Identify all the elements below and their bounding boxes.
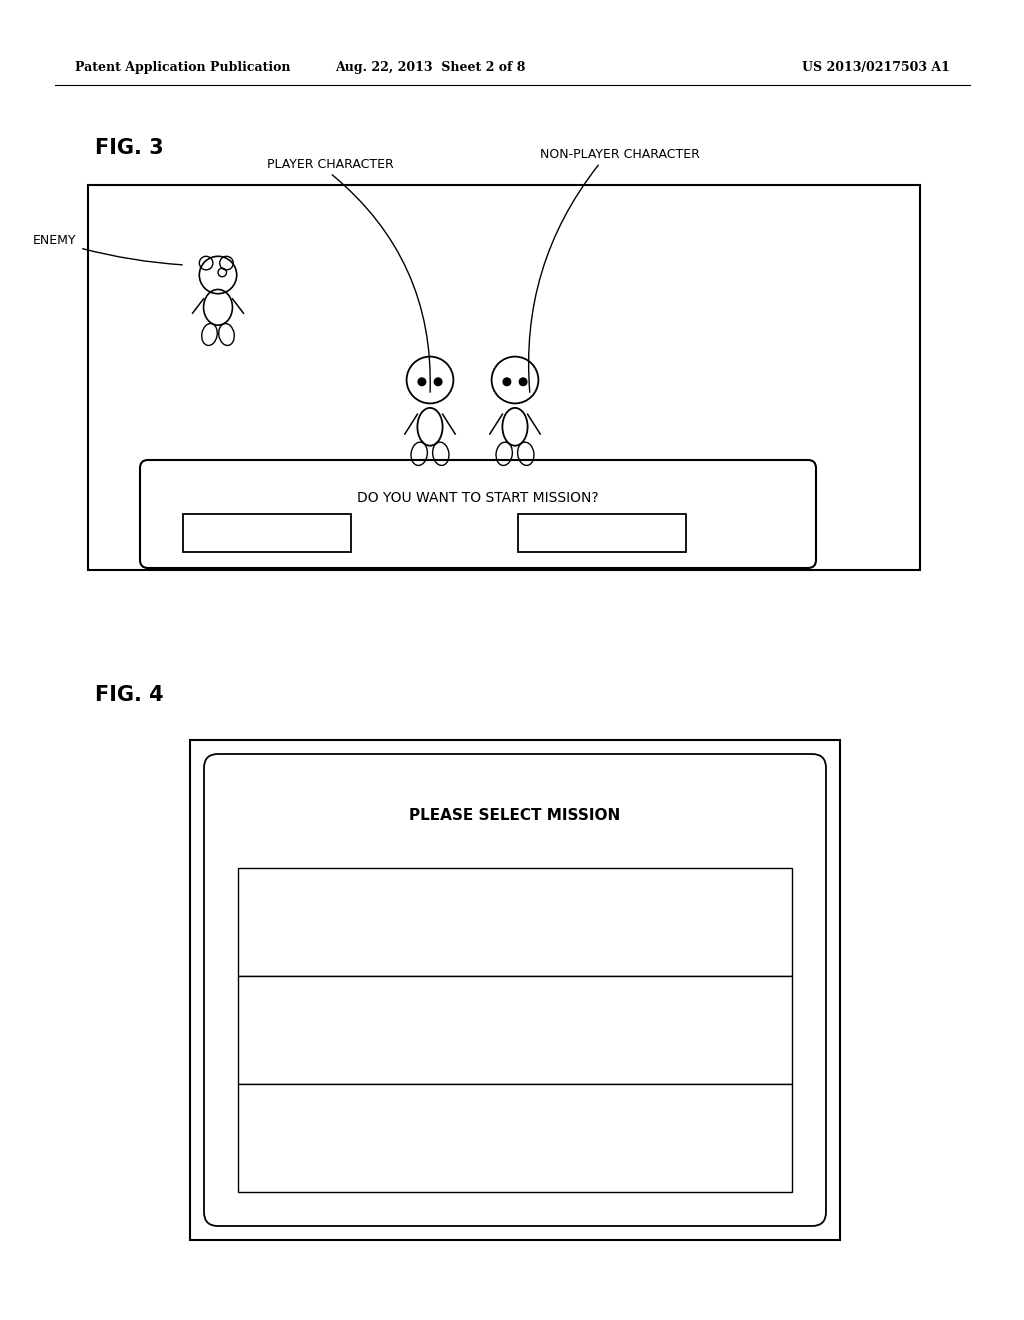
Circle shape <box>418 378 426 387</box>
Circle shape <box>518 378 527 387</box>
Bar <box>238 975 792 1084</box>
Bar <box>183 513 351 552</box>
Text: MISSION A: MISSION A <box>475 896 554 909</box>
Text: (DEFEAT 50 OR MORE ENEMIES IN 30 MINUTES): (DEFEAT 50 OR MORE ENEMIES IN 30 MINUTES… <box>366 1038 664 1051</box>
Text: US 2013/0217503 A1: US 2013/0217503 A1 <box>802 62 950 74</box>
Bar <box>190 741 840 1239</box>
Text: Patent Application Publication: Patent Application Publication <box>75 62 291 74</box>
Text: ENEMY: ENEMY <box>33 234 77 247</box>
Text: MISSION C: MISSION C <box>476 1113 554 1126</box>
Text: PLAYER CHARACTER: PLAYER CHARACTER <box>266 158 393 172</box>
Text: MISSION B: MISSION B <box>475 1005 554 1018</box>
Circle shape <box>503 378 511 387</box>
FancyBboxPatch shape <box>140 459 816 568</box>
Text: YES: YES <box>254 525 280 540</box>
Bar <box>238 1084 792 1192</box>
Bar <box>238 869 792 975</box>
Text: (PICK UP 60 OR MORE BALLS IN 10 MINUTES): (PICK UP 60 OR MORE BALLS IN 10 MINUTES) <box>374 929 656 942</box>
FancyBboxPatch shape <box>204 754 826 1226</box>
Bar <box>518 513 686 552</box>
Text: (TALK TO 30 OR MORE NPC IN 10 MINUTES): (TALK TO 30 OR MORE NPC IN 10 MINUTES) <box>379 1146 651 1159</box>
Circle shape <box>433 378 442 387</box>
Text: FIG. 3: FIG. 3 <box>95 139 164 158</box>
Text: NON-PLAYER CHARACTER: NON-PLAYER CHARACTER <box>540 149 700 161</box>
Text: DO YOU WANT TO START MISSION?: DO YOU WANT TO START MISSION? <box>357 491 599 506</box>
Text: PLEASE SELECT MISSION: PLEASE SELECT MISSION <box>410 808 621 824</box>
Text: Aug. 22, 2013  Sheet 2 of 8: Aug. 22, 2013 Sheet 2 of 8 <box>335 62 525 74</box>
Text: FIG. 4: FIG. 4 <box>95 685 164 705</box>
Bar <box>88 185 920 570</box>
Text: NO: NO <box>592 525 612 540</box>
